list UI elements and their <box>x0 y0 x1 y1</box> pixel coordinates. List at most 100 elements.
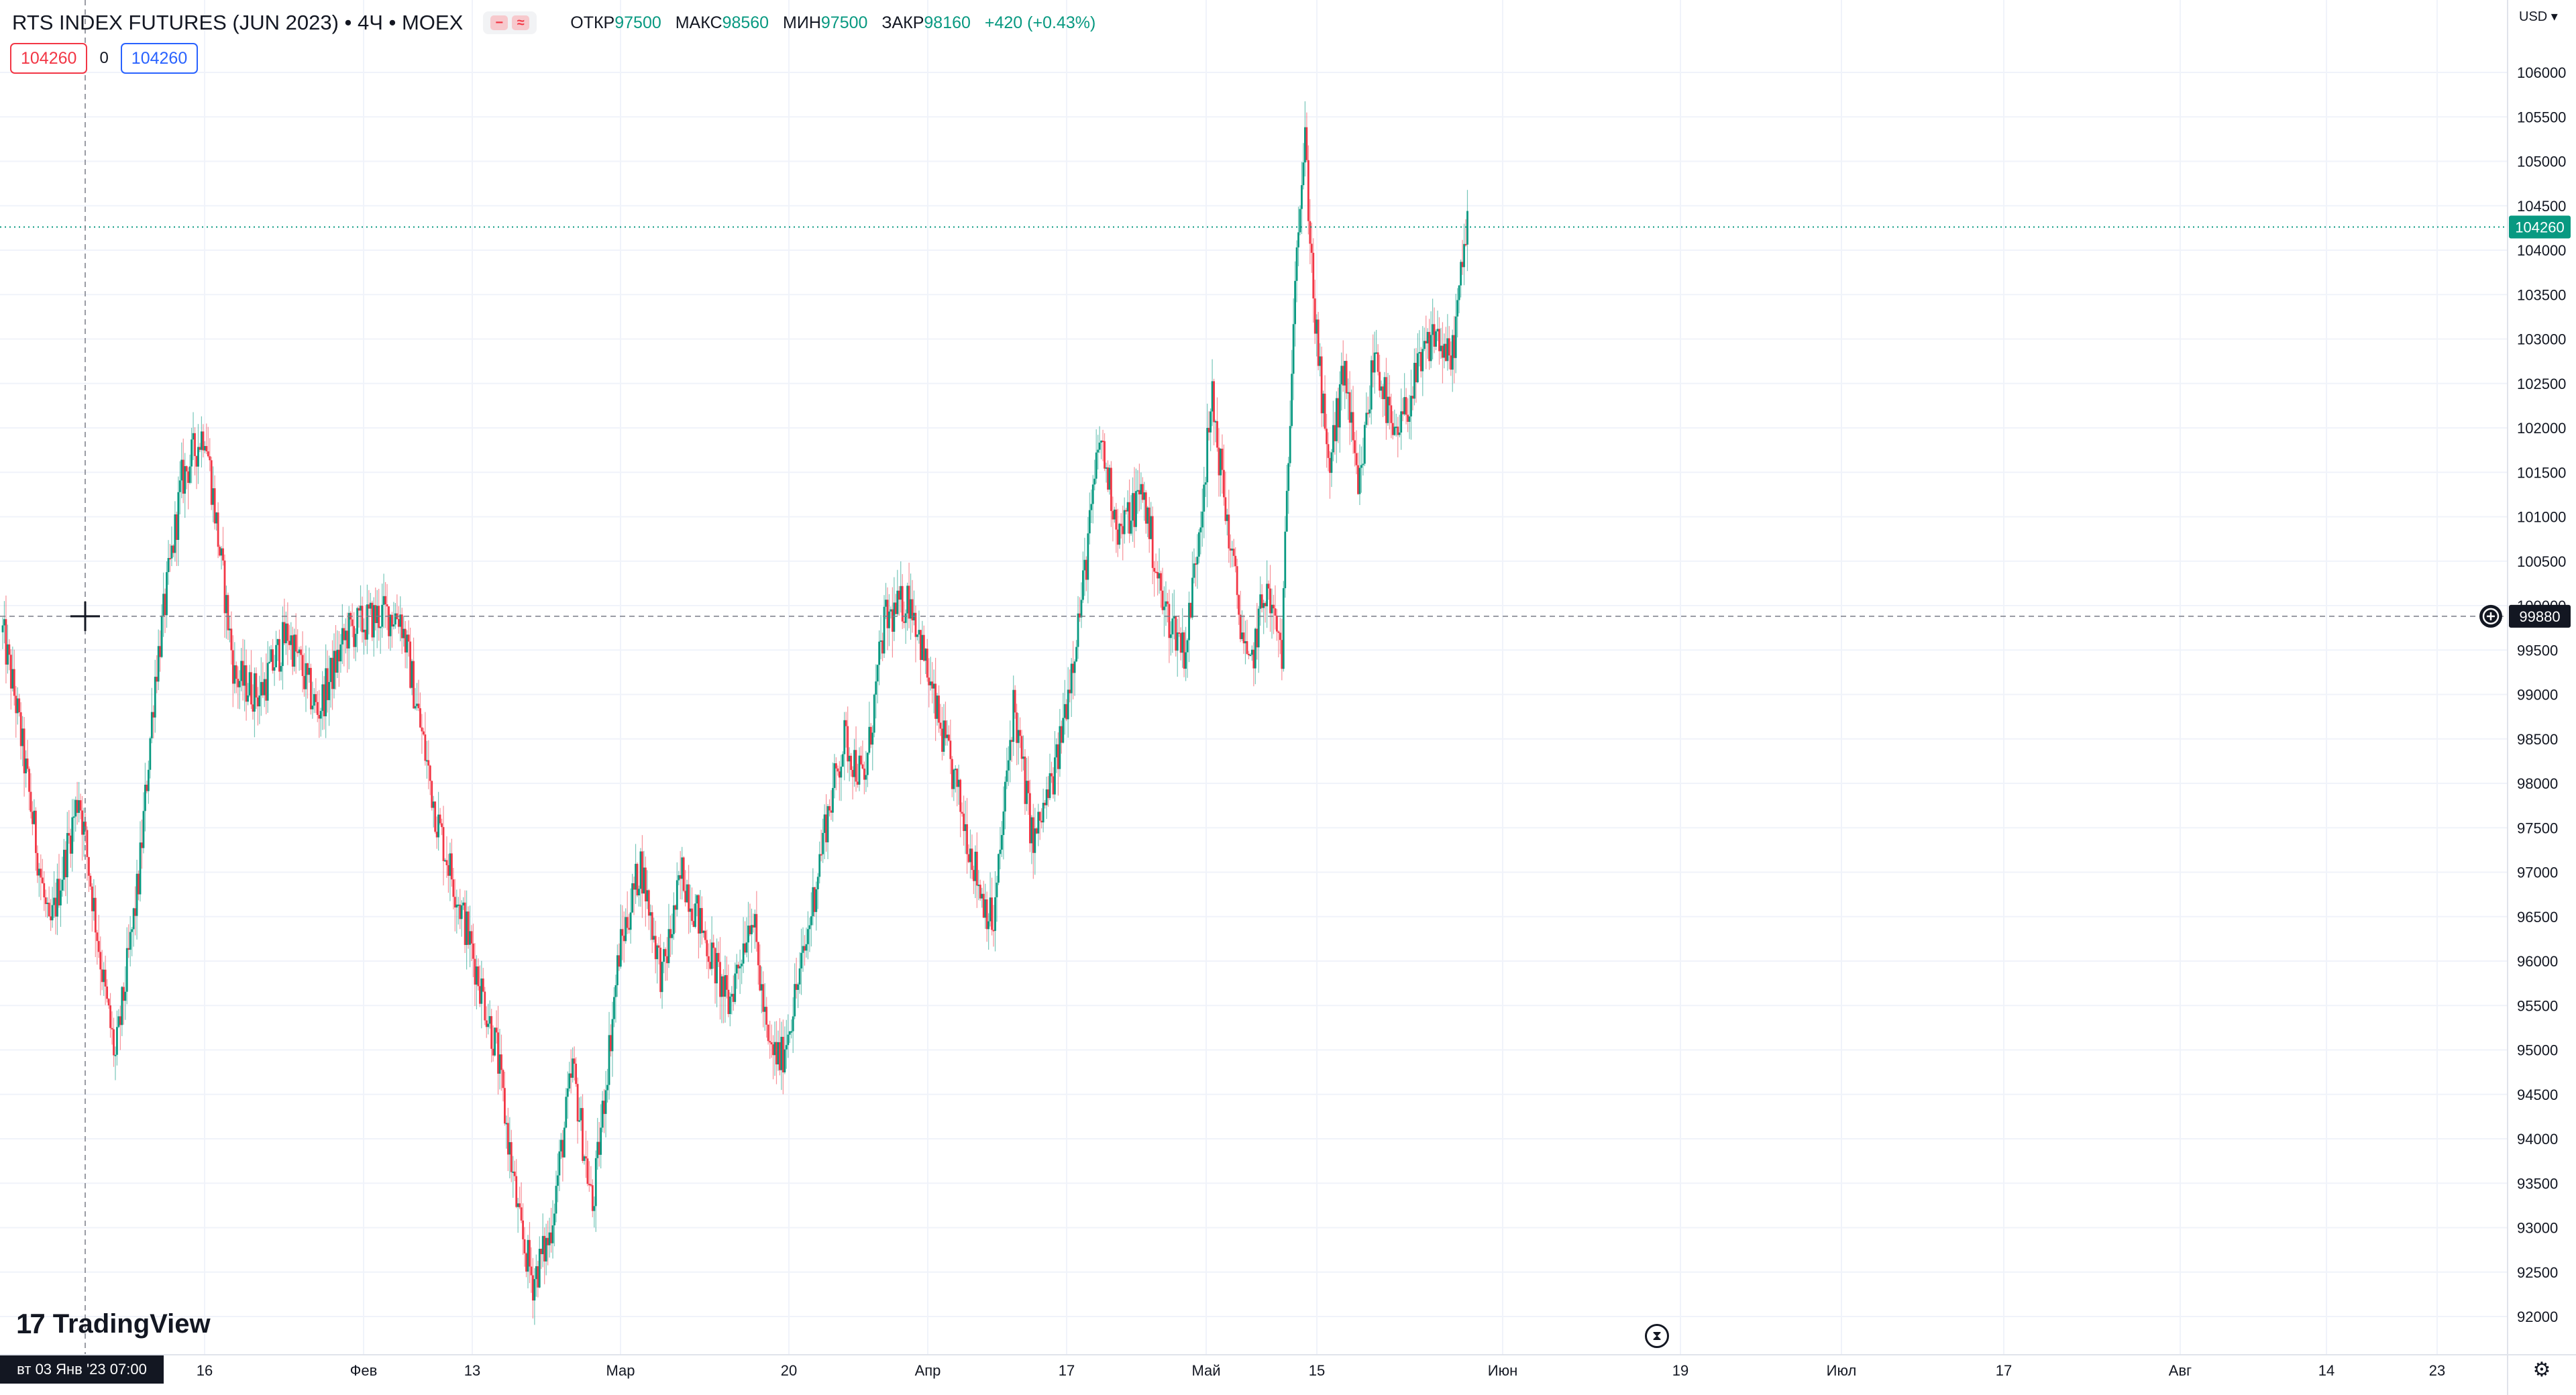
tradingview-logo[interactable]: 17 TradingView <box>16 1308 211 1340</box>
candle-body <box>1178 632 1181 634</box>
candle-body <box>737 964 740 968</box>
candle-body <box>1415 363 1417 382</box>
candle-body <box>1375 352 1378 354</box>
candle-body <box>689 908 692 912</box>
candle-body <box>177 492 180 540</box>
candle-body <box>60 890 62 905</box>
candle-body <box>83 822 85 835</box>
candle-body <box>512 1171 515 1173</box>
candle-body <box>406 634 409 653</box>
candle-body <box>209 456 211 461</box>
candle-body <box>1102 440 1104 442</box>
plus-circle-icon-ring <box>2482 608 2500 625</box>
candle-body <box>762 984 765 1012</box>
candle-body <box>328 681 330 700</box>
candle-body <box>890 609 892 612</box>
candle-body <box>1257 608 1260 648</box>
y-tick-label: 96000 <box>2517 953 2558 970</box>
buy-button[interactable]: 104260 <box>120 43 199 74</box>
x-tick-label: 15 <box>1309 1362 1325 1379</box>
candle-body <box>894 602 897 614</box>
candle-body <box>400 614 403 638</box>
candle-body <box>631 883 633 913</box>
y-tick-label: 98000 <box>2517 775 2558 792</box>
candle-body <box>888 611 890 628</box>
candle-body <box>1193 563 1195 578</box>
candle-body <box>460 905 463 919</box>
candle-body <box>1355 453 1358 465</box>
candle-body <box>1260 594 1263 608</box>
candle-body <box>175 514 178 540</box>
candle-body <box>310 667 312 710</box>
candle-body <box>1069 689 1071 693</box>
candle-body <box>1045 789 1048 805</box>
candle-body <box>19 712 22 746</box>
candle-body <box>987 921 990 930</box>
candle-body <box>444 860 446 862</box>
candle-body <box>223 560 226 614</box>
candle-body <box>1196 557 1199 565</box>
sell-button[interactable]: 104260 <box>10 43 88 74</box>
y-tick-label: 97500 <box>2517 820 2558 836</box>
candle-body <box>129 932 131 950</box>
candle-body <box>808 925 811 930</box>
currency-selector[interactable]: USD ▾ <box>2519 9 2558 24</box>
hourglass-icon[interactable]: ⧗ <box>1645 1324 1669 1348</box>
candle-body <box>247 695 249 702</box>
candle-body <box>523 1239 526 1253</box>
candle-body <box>1271 604 1273 614</box>
candle-body <box>346 630 349 649</box>
legend-toggle[interactable]: − ≈ <box>483 11 537 34</box>
candle-body <box>1337 398 1340 428</box>
candle-body <box>782 1036 784 1072</box>
candle-body <box>1435 331 1437 347</box>
candle-body <box>734 973 737 1002</box>
candle-body <box>1035 828 1038 834</box>
candle-body <box>1279 632 1281 640</box>
candle-body <box>638 889 640 895</box>
candle-body <box>266 663 269 701</box>
candle-body <box>174 514 176 553</box>
candle-body <box>1104 441 1106 469</box>
candle-body <box>1065 704 1068 720</box>
symbol-title[interactable]: RTS INDEX FUTURES (JUN 2023) • 4Ч • MOEX <box>12 11 464 34</box>
candle-body <box>1266 583 1269 606</box>
candle-body <box>1221 449 1224 470</box>
candle-body <box>517 1203 519 1207</box>
gear-icon[interactable]: ⚙ <box>2532 1359 2551 1381</box>
candle-body <box>1070 663 1073 693</box>
candle-body <box>752 925 755 928</box>
candle-body <box>1059 726 1061 769</box>
high-label: МАКС <box>675 13 722 32</box>
candle-body <box>784 1049 786 1072</box>
candle-body <box>85 822 87 830</box>
candle-body <box>1232 549 1235 556</box>
candle-body <box>563 1127 566 1158</box>
candle-body <box>372 605 375 638</box>
candle-body <box>392 624 395 627</box>
candle-body <box>252 704 254 712</box>
candle-body <box>1358 467 1361 494</box>
candle-body <box>212 488 215 505</box>
candle-body <box>505 1123 508 1125</box>
candle-body <box>384 596 386 605</box>
candle-body <box>959 779 962 812</box>
candle-body <box>1097 449 1099 453</box>
x-tick-label: 14 <box>2318 1362 2334 1379</box>
candle-body <box>293 634 296 667</box>
candle-body <box>1301 185 1303 209</box>
candle-body <box>389 614 392 636</box>
candle-body <box>868 726 871 753</box>
candle-body <box>424 734 427 761</box>
candle-body <box>3 619 5 626</box>
candle-body <box>68 833 70 836</box>
candle-body <box>231 650 234 684</box>
candle-body <box>7 644 9 665</box>
compare-icon[interactable]: ≈ <box>512 15 530 30</box>
candle-body <box>219 547 221 556</box>
collapse-icon[interactable]: − <box>490 15 508 30</box>
candle-body <box>275 645 277 667</box>
candle-body <box>1229 548 1232 551</box>
